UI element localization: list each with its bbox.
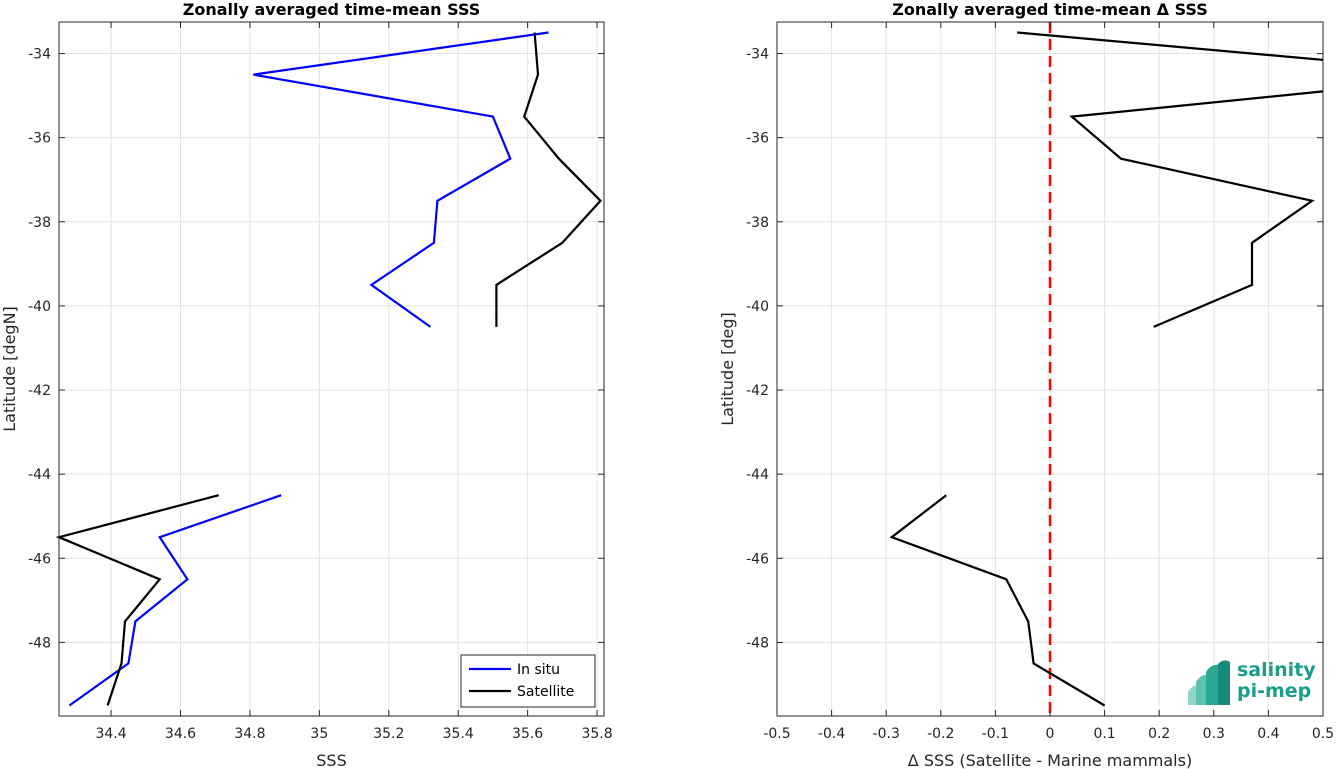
axes-box-1	[58, 21, 605, 717]
logo-wave-icon	[1186, 660, 1232, 707]
legend-label: In situ	[517, 662, 560, 678]
x-tick-label: -0.1	[982, 726, 1009, 742]
logo-line2: pi-mep	[1237, 680, 1312, 702]
x-tick-label: -0.4	[818, 726, 845, 742]
y-tick-label: -36	[746, 131, 769, 147]
y-tick-label: -38	[28, 215, 51, 231]
chart-2: -0.5 -0.4 -0.3 -0.2 -0.1 0 0.1 0.2 0.3 0.4 0.5 -34 -…	[718, 0, 1334, 769]
y-tick-label: -44	[746, 467, 769, 483]
x-tick-label: 34.8	[234, 726, 265, 742]
x-tick-label: 0.1	[1093, 726, 1115, 742]
y-axis-label: Latitude [deg]	[718, 312, 737, 426]
x-tick-label: 0.5	[1312, 726, 1334, 742]
y-tick-label: -40	[28, 299, 51, 315]
x-tick-label: 0	[1046, 726, 1055, 742]
x-tick-label: 35	[310, 726, 328, 742]
series-line-delta-sss-seg1	[1017, 31, 1324, 61]
series-line-satellite-seg2	[55, 494, 219, 706]
x-tick-label: 35.8	[581, 726, 612, 742]
y-tick-label: -46	[746, 551, 769, 567]
y-tick-label: -42	[746, 383, 769, 399]
y-axis-label: Latitude [degN]	[0, 306, 19, 432]
x-axis-label: Δ SSS (Satellite - Marine mammals)	[908, 751, 1192, 769]
chart-1: 34.4 34.6 34.8 35 35.2 35.4 35.6 35.8 -34 -36 -38 -…	[0, 0, 613, 769]
y-tick-label: -38	[746, 215, 769, 231]
x-tick-label: 35.4	[443, 726, 474, 742]
x-tick-label: 34.4	[95, 726, 126, 742]
legend-label: Satellite	[517, 684, 574, 700]
logo-line1: salinity	[1237, 659, 1316, 681]
x-tick-label: 0.3	[1203, 726, 1225, 742]
y-tick-label: -36	[28, 131, 51, 147]
x-tick-label: 35.6	[512, 726, 543, 742]
y-tick-label: -42	[28, 383, 51, 399]
y-tick-label: -40	[746, 299, 769, 315]
y-tick-label: -46	[28, 551, 51, 567]
series-line-satellite-seg1	[495, 32, 603, 327]
y-tick-label: -34	[28, 47, 51, 63]
legend: In situ Satellite	[460, 654, 596, 708]
x-tick-label: 34.6	[165, 726, 196, 742]
x-tick-label: 0.4	[1257, 726, 1279, 742]
plot-area-1	[59, 22, 604, 716]
chart-title: Zonally averaged time-mean SSS	[183, 0, 481, 19]
chart-title: Zonally averaged time-mean Δ SSS	[892, 0, 1208, 19]
x-tick-label: -0.2	[927, 726, 954, 742]
series-line-delta-sss-seg3	[889, 494, 1106, 707]
series-line-delta-sss-seg2	[1069, 90, 1324, 328]
y-tick-label: -34	[746, 47, 769, 63]
x-tick-label: -0.3	[873, 726, 900, 742]
y-tick-label: -44	[28, 467, 51, 483]
x-axis-label: SSS	[316, 751, 346, 769]
series-line-in-situ-seg1	[253, 31, 549, 328]
y-tick-label: -48	[746, 635, 769, 651]
x-tick-label: 35.2	[373, 726, 404, 742]
legend-box	[460, 654, 596, 708]
x-tick-label: 0.2	[1148, 726, 1170, 742]
x-tick-label: -0.5	[763, 726, 790, 742]
y-tick-label: -48	[28, 635, 51, 651]
